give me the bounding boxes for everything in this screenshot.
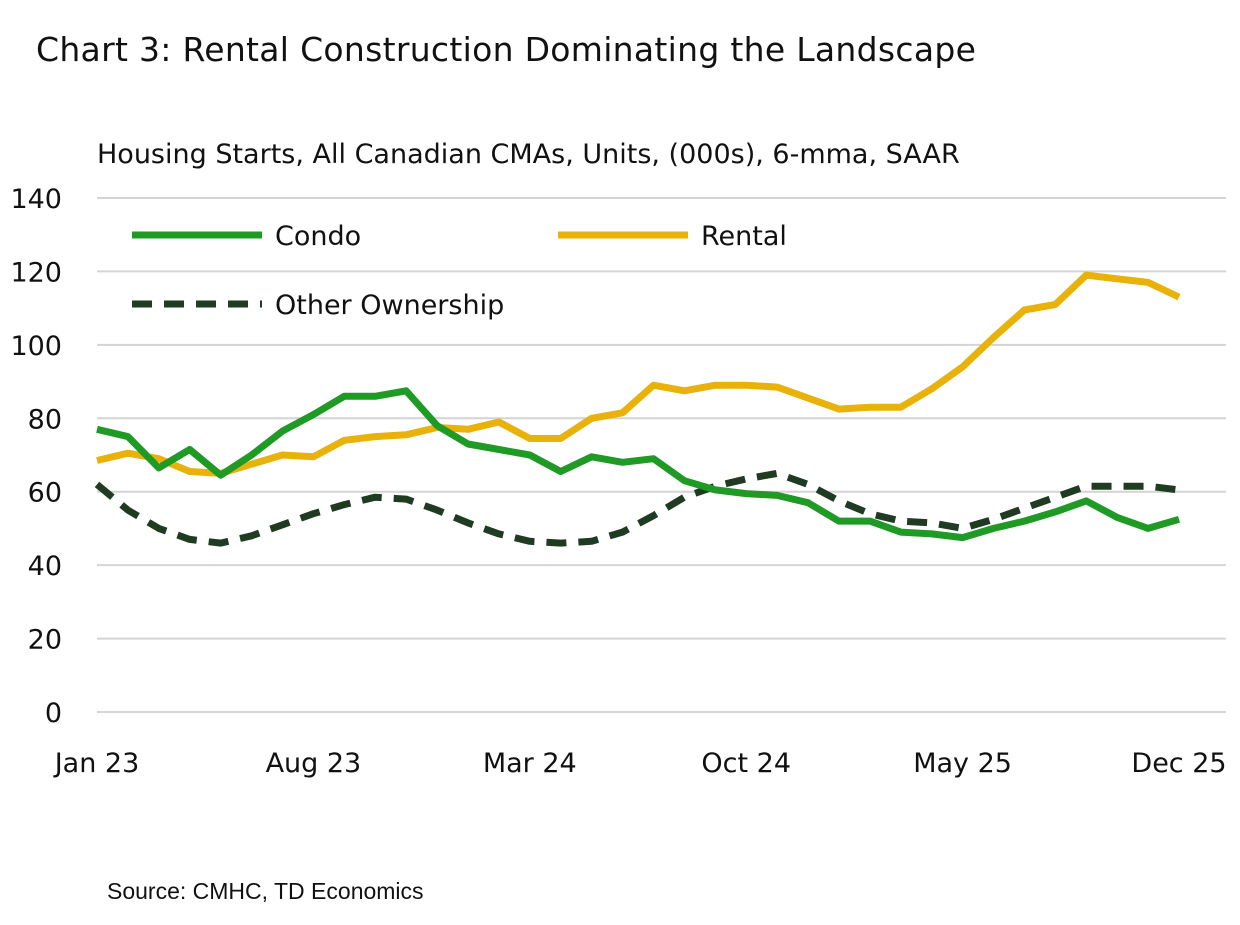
series-lines bbox=[94, 271, 1181, 547]
x-axis-ticks: Jan 23 Aug 23 Mar 24 Oct 24 May 25 Dec 25 bbox=[53, 748, 1227, 779]
y-tick-label: 140 bbox=[10, 184, 62, 215]
chart-title: Chart 3: Rental Construction Dominating … bbox=[36, 30, 977, 69]
series-line-rental bbox=[96, 271, 1181, 477]
series-line-condo bbox=[96, 387, 1180, 542]
y-tick-label: 80 bbox=[28, 404, 62, 435]
x-tick-label: Jan 23 bbox=[53, 748, 140, 779]
y-tick-label: 60 bbox=[28, 478, 62, 509]
x-tick-label: May 25 bbox=[913, 748, 1012, 779]
legend-label-rental: Rental bbox=[701, 221, 787, 252]
y-axis-ticks: 0 20 40 60 80 100 120 140 bbox=[10, 184, 62, 729]
series-line-other-ownership bbox=[94, 469, 1180, 547]
x-tick-label: Dec 25 bbox=[1131, 748, 1226, 779]
chart-subtitle: Housing Starts, All Canadian CMAs, Units… bbox=[97, 139, 960, 170]
y-tick-label: 120 bbox=[10, 257, 62, 288]
source-note: Source: CMHC, TD Economics bbox=[107, 878, 424, 904]
gridlines bbox=[97, 197, 1226, 713]
y-tick-label: 40 bbox=[28, 551, 62, 582]
x-tick-label: Mar 24 bbox=[483, 748, 577, 779]
legend: Condo Rental Other Ownership bbox=[132, 221, 787, 321]
x-tick-label: Aug 23 bbox=[266, 748, 362, 779]
y-tick-label: 100 bbox=[10, 331, 62, 362]
y-tick-label: 20 bbox=[28, 625, 62, 656]
legend-label-condo: Condo bbox=[275, 221, 361, 252]
x-tick-label: Oct 24 bbox=[701, 748, 791, 779]
y-tick-label: 0 bbox=[45, 698, 62, 729]
legend-label-other-ownership: Other Ownership bbox=[275, 290, 504, 321]
